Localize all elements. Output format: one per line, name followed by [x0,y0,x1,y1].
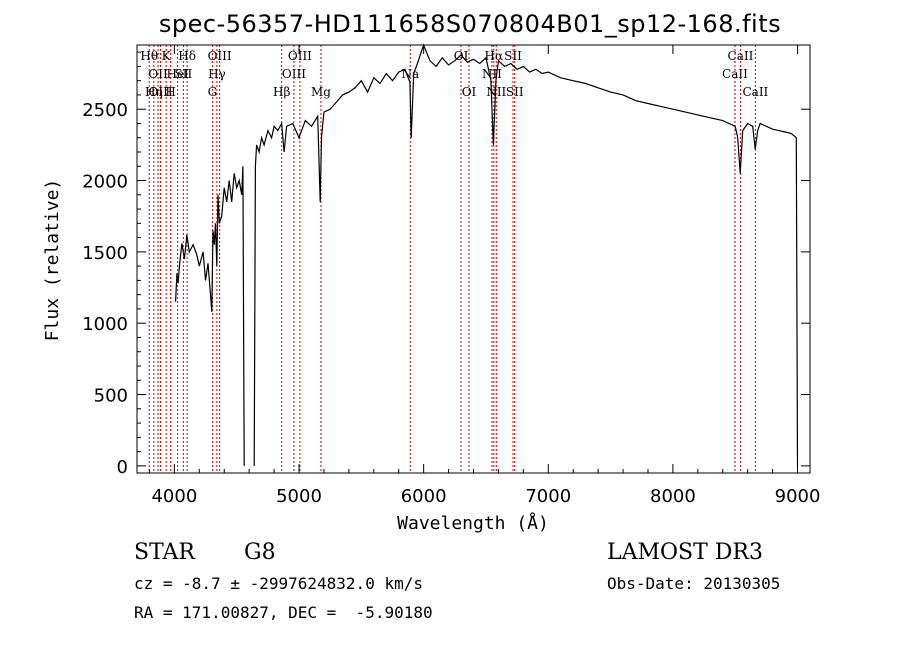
y-axis-ticks: 0 500 1000 1500 2000 2500 [82,51,810,478]
y-tick-label: 0 [117,457,128,478]
redshift-text: cz = -8.7 ± -2997624832.0 km/s [134,574,423,593]
line-marker-label: K [162,49,172,63]
y-tick-label: 2500 [82,100,128,121]
line-marker-label: OIII [208,49,232,63]
line-marker-label: Hγ [208,67,226,81]
x-tick-label: 7000 [525,486,571,507]
line-marker-label: Hδ [178,49,196,63]
line-marker-label: SII [175,67,193,81]
line-marker-label: OI [462,85,477,99]
line-marker-label: SII [506,85,524,99]
y-tick-label: 1500 [82,243,128,264]
survey-name: LAMOST DR3 [607,540,763,565]
line-marker-label: OIII [149,85,173,99]
line-marker-label: CaII [722,67,748,81]
line-marker-label: NII [482,67,502,81]
x-axis-label: Wavelength (Å) [397,512,549,534]
line-marker-label: OIII [288,49,312,63]
line-marker-label: Hα [485,49,504,63]
plot-frame [136,44,811,474]
line-marker-label: Hβ [273,85,290,99]
line-marker-label: CaII [728,49,754,63]
line-marker-label: OII [148,67,168,81]
line-marker-label: H [165,85,175,99]
y-axis-label: Flux (relative) [42,179,63,342]
ra-dec-text: RA = 171.00827, DEC = -5.90180 [134,603,433,622]
object-class: STAR [134,540,195,565]
y-tick-label: 500 [94,386,128,407]
emission-line-labels: HθHηOIIOIIIKHHeISIIHδGHγOIIIHβOIIIOIIIMg… [140,49,768,99]
x-tick-label: 9000 [775,486,821,507]
chart-title: spec-56357-HD111658S070804B01_sp12-168.f… [158,10,782,38]
x-tick-label: 8000 [650,486,696,507]
line-marker-label: OIII [282,67,306,81]
x-tick-label: 6000 [401,486,447,507]
line-marker-label: HeI [166,67,189,81]
object-subclass: G8 [244,540,276,565]
emission-line-markers [148,45,756,473]
line-marker-label: Mg [311,85,331,99]
x-tick-label: 4000 [151,486,197,507]
line-marker-label: CaII [742,85,768,99]
spectrum-line [175,43,799,466]
line-marker-label: NII [486,85,506,99]
line-marker-label: G [208,85,218,99]
y-tick-label: 1000 [82,314,128,335]
y-tick-label: 2000 [82,172,128,193]
x-tick-label: 5000 [276,486,322,507]
obs-date: Obs-Date: 20130305 [607,574,781,593]
line-marker-label: SII [504,49,522,63]
line-marker-label: Hη [145,85,163,99]
line-marker-label: Hθ [140,49,158,63]
x-axis-ticks: 4000 5000 6000 7000 8000 9000 [148,45,821,507]
